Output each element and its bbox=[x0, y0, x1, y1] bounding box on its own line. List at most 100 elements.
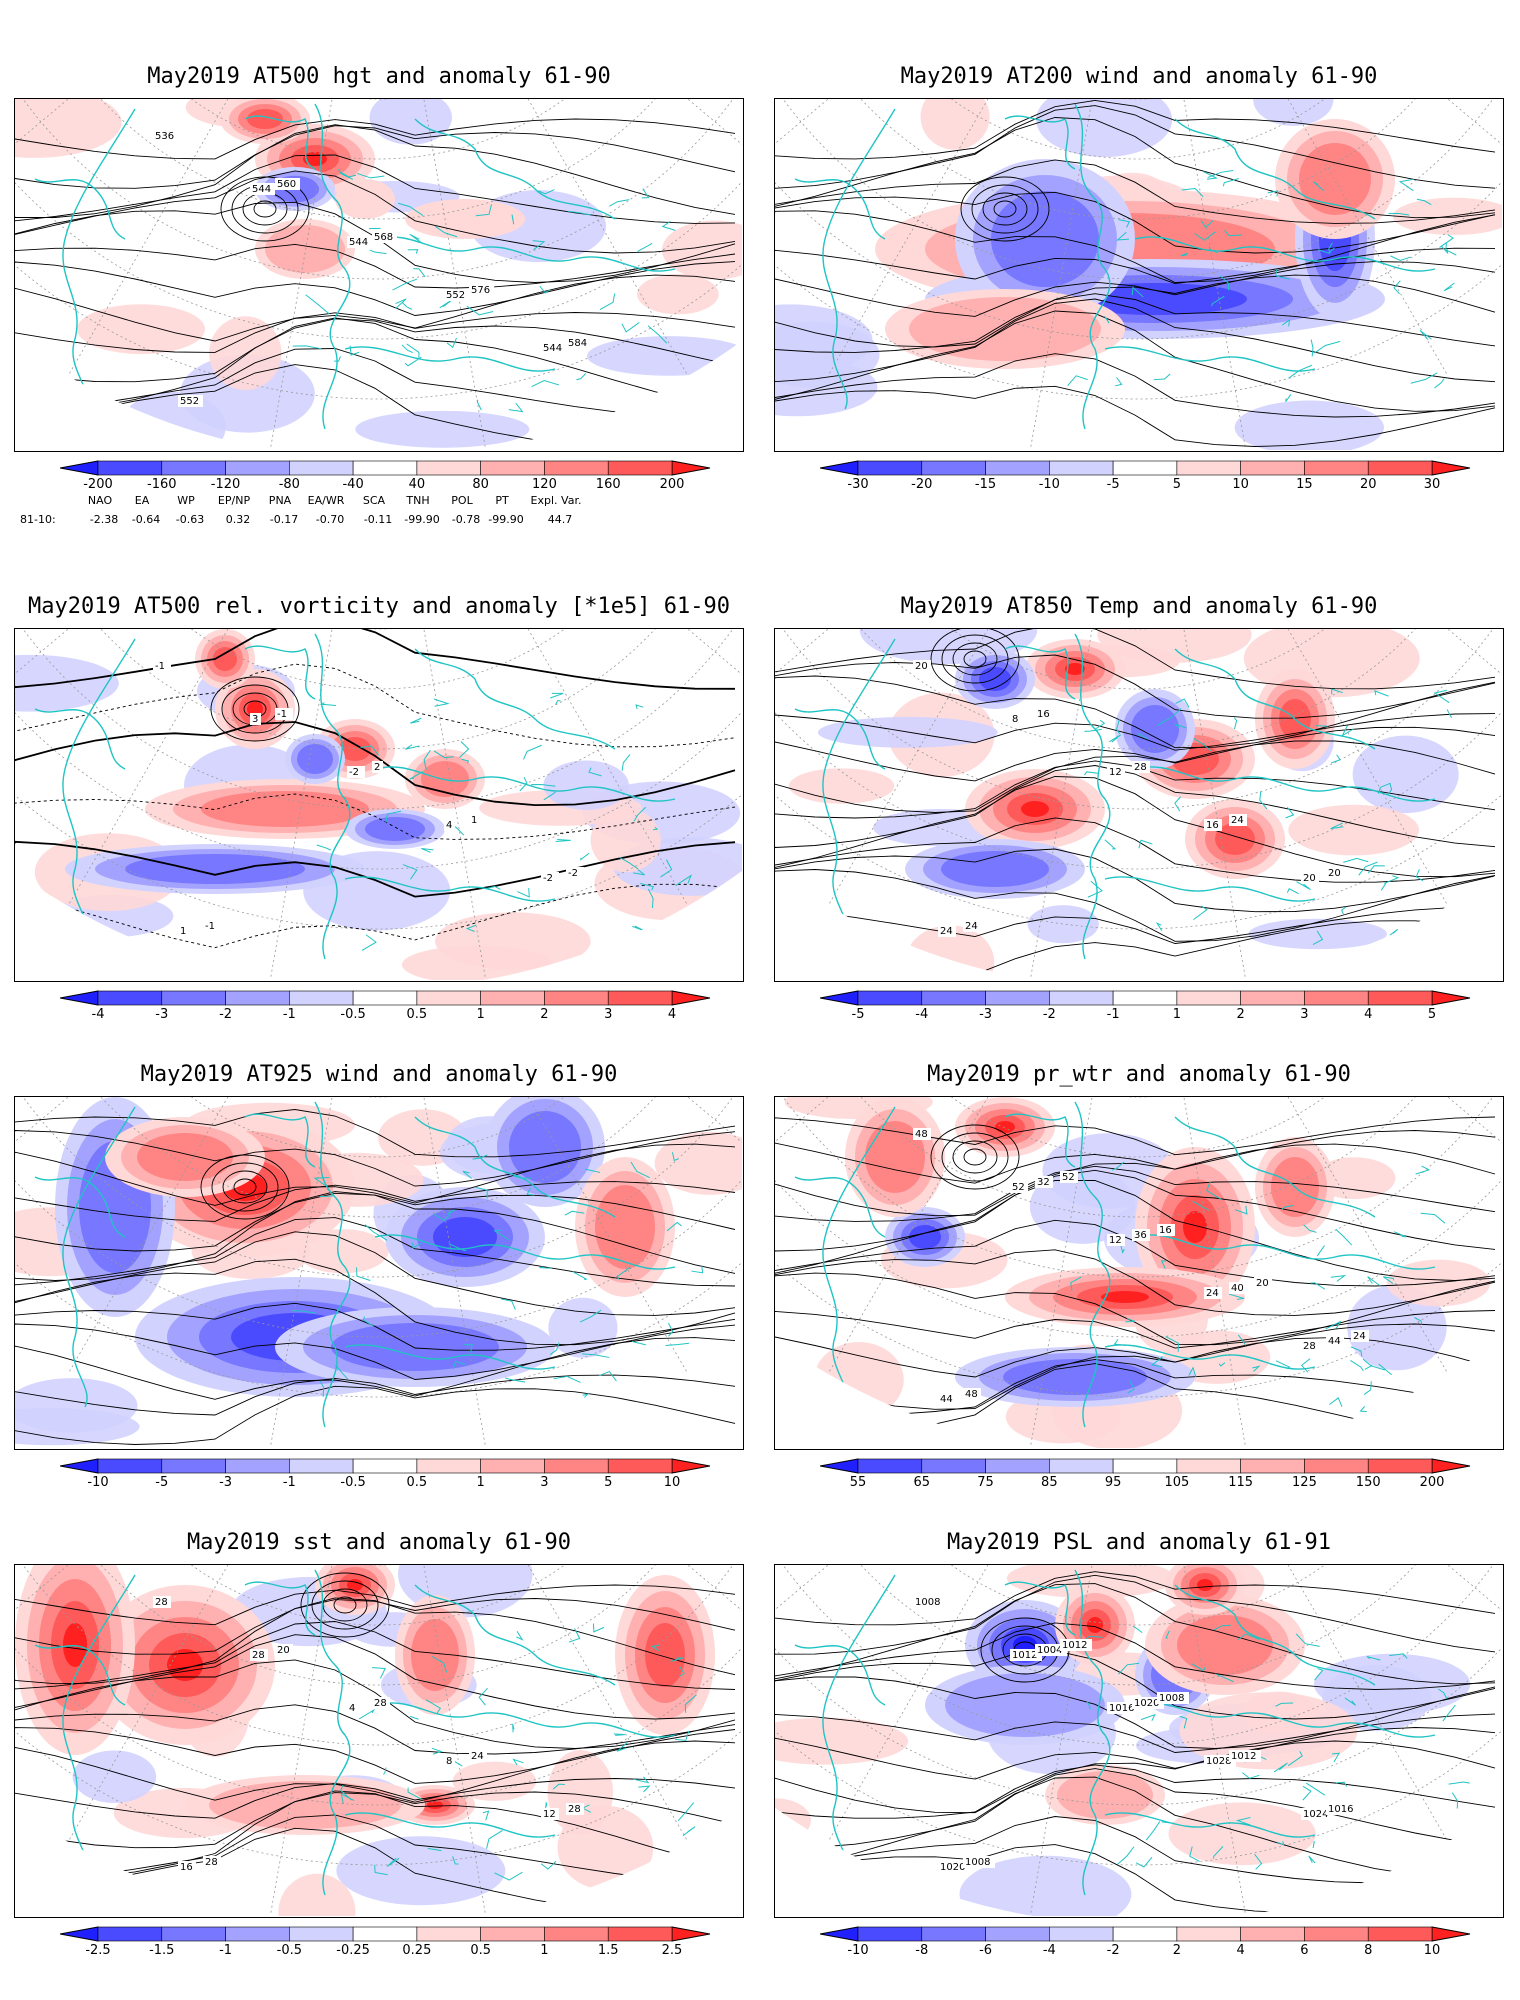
anomaly-shade bbox=[1313, 1653, 1471, 1715]
border-line bbox=[1104, 839, 1117, 850]
contour-line bbox=[775, 1272, 1496, 1346]
border-line bbox=[1359, 1406, 1367, 1413]
border-line bbox=[1259, 791, 1268, 810]
contour-label-bg bbox=[372, 761, 383, 773]
border-line bbox=[409, 770, 424, 780]
colorbar-right-triangle bbox=[671, 990, 710, 1006]
colorbar-tick-label: 1.5 bbox=[597, 1943, 619, 1958]
contour-line bbox=[775, 293, 1496, 353]
border-line bbox=[1330, 754, 1341, 764]
border-line bbox=[516, 1631, 524, 1641]
map-area: 20 8 12 16 20 24 16 28 24 20 24 bbox=[774, 628, 1504, 982]
contour-line bbox=[15, 274, 736, 342]
border-line bbox=[423, 749, 431, 770]
border-line bbox=[585, 1168, 601, 1173]
contour-label: 4 bbox=[349, 1703, 355, 1714]
index-header: EA/WR bbox=[307, 494, 345, 507]
border-line bbox=[472, 1154, 488, 1160]
colorbar-box bbox=[225, 990, 290, 1006]
colorbar-tick-label: 10 bbox=[1423, 1943, 1441, 1958]
anomaly-shade bbox=[590, 808, 661, 873]
contour-label: -1 bbox=[205, 921, 215, 932]
contour-label-bg bbox=[1132, 1229, 1150, 1241]
border-line bbox=[1300, 1358, 1311, 1373]
contour-label-bg bbox=[1010, 1181, 1028, 1193]
contour-label: 1012 bbox=[1062, 1640, 1087, 1651]
contour-line bbox=[15, 1258, 736, 1346]
border-line bbox=[1358, 861, 1378, 876]
border-line bbox=[1310, 1282, 1326, 1290]
border-line bbox=[1222, 178, 1239, 187]
border-line bbox=[555, 839, 571, 842]
index-header: SCA bbox=[362, 494, 386, 507]
contour-label-bg bbox=[1035, 1644, 1067, 1656]
contour-label: 12 bbox=[1109, 1235, 1122, 1246]
colorbar-tick-label: -3 bbox=[979, 1007, 993, 1022]
border-line bbox=[369, 249, 387, 255]
colorbar-box bbox=[1112, 1458, 1178, 1474]
anomaly-shade bbox=[654, 1131, 742, 1195]
contour-line bbox=[775, 210, 1496, 283]
border-line bbox=[652, 826, 659, 831]
colorbar-tick-label: 1 bbox=[540, 1943, 549, 1958]
colorbar-box bbox=[289, 1926, 354, 1942]
border-line bbox=[1193, 737, 1213, 753]
contour-line bbox=[775, 1130, 1496, 1184]
contour-label: 4 bbox=[446, 820, 452, 831]
index-value: -0.70 bbox=[315, 513, 345, 526]
anomaly-shade bbox=[1183, 1211, 1207, 1243]
border-line bbox=[291, 1310, 316, 1314]
anomaly-shade bbox=[77, 304, 206, 355]
colorbar-tick-label: -1 bbox=[219, 1943, 233, 1958]
border-line bbox=[1157, 708, 1182, 726]
border-line bbox=[1328, 242, 1333, 255]
colorbar-graphic bbox=[60, 990, 710, 1006]
colorbar-tick-label: 3 bbox=[540, 1475, 549, 1490]
colorbar-tick-label: -2 bbox=[219, 1007, 233, 1022]
border-line bbox=[1113, 1339, 1127, 1347]
border-line bbox=[1174, 796, 1181, 812]
border-line bbox=[1296, 881, 1311, 891]
colorbar-box bbox=[1240, 1926, 1305, 1942]
contour-label-bg bbox=[178, 1861, 196, 1873]
contour-label: 552 bbox=[180, 396, 199, 407]
colorbar-tick-label: 75 bbox=[977, 1475, 994, 1490]
colorbar-left-triangle bbox=[60, 460, 99, 476]
contour-line bbox=[15, 1191, 736, 1281]
contour-line bbox=[775, 848, 1496, 913]
contour-line bbox=[15, 124, 736, 218]
border-line bbox=[1335, 1781, 1348, 1787]
border-line bbox=[386, 1857, 400, 1867]
contour-label-bg bbox=[203, 1856, 221, 1868]
anomaly-shade bbox=[991, 191, 1099, 287]
colorbar-tick-label: -1 bbox=[282, 1007, 296, 1022]
border-line bbox=[616, 1266, 631, 1280]
border-line bbox=[1165, 1630, 1170, 1639]
border-line bbox=[405, 744, 420, 750]
colorbar-right-triangle bbox=[1431, 990, 1470, 1006]
contour-label-bg bbox=[469, 1750, 487, 1762]
contour-label: 28 bbox=[1303, 1341, 1316, 1352]
panel-pr-wtr: May2019 pr_wtr and anomaly 61-90 48 52 12 2… bbox=[774, 1058, 1504, 1490]
contour-label: 3 bbox=[252, 714, 258, 725]
contour-line bbox=[775, 675, 1496, 749]
contour-label-bg bbox=[1229, 1750, 1261, 1762]
anomaly-shade bbox=[1352, 735, 1459, 814]
contour-label: 32 bbox=[1037, 1177, 1050, 1188]
border-line bbox=[1273, 1762, 1288, 1773]
border-line bbox=[1118, 219, 1131, 228]
anomaly-shade bbox=[605, 411, 742, 450]
border-line bbox=[1343, 857, 1369, 863]
border-line bbox=[1254, 1853, 1263, 1870]
anomaly-shade bbox=[339, 737, 371, 761]
contour-label-bg bbox=[275, 178, 300, 190]
colorbar-graphic bbox=[820, 1458, 1470, 1474]
colorbar-tick-label: -0.25 bbox=[336, 1943, 370, 1958]
contour-label: 24 bbox=[940, 926, 953, 937]
border-line bbox=[1314, 1668, 1324, 1681]
map-area: 28 28 4 8 12 16 20 28 24 28 28 bbox=[14, 1564, 744, 1918]
border-line bbox=[413, 268, 426, 278]
contour-label-bg bbox=[469, 814, 480, 826]
contour-line bbox=[15, 1130, 736, 1187]
colorbar-box bbox=[1240, 1458, 1305, 1474]
